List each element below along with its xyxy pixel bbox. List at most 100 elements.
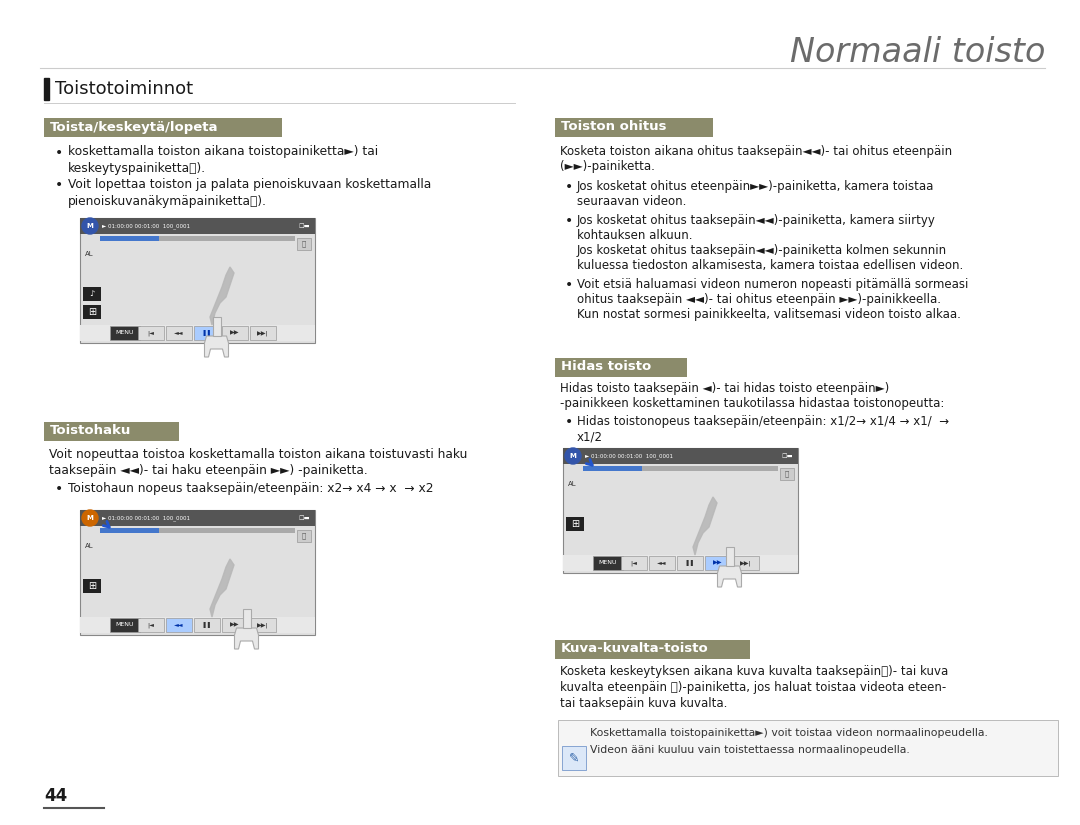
Text: ▶▶: ▶▶ xyxy=(230,623,240,628)
Bar xyxy=(221,618,247,632)
Text: ◄◄: ◄◄ xyxy=(657,560,666,565)
Circle shape xyxy=(82,510,98,526)
Bar xyxy=(83,579,102,593)
Bar xyxy=(221,326,247,340)
Text: ► 01:00:00 00:01:00  100_0001: ► 01:00:00 00:01:00 100_0001 xyxy=(585,453,673,459)
Polygon shape xyxy=(726,547,733,566)
Bar xyxy=(44,78,49,100)
Bar xyxy=(100,528,295,533)
Bar xyxy=(165,618,191,632)
Text: ⛹: ⛹ xyxy=(785,471,789,478)
Bar xyxy=(562,746,586,770)
Bar xyxy=(555,358,687,377)
Bar xyxy=(555,118,713,137)
Polygon shape xyxy=(204,336,229,357)
Text: Toistohaku: Toistohaku xyxy=(50,425,132,437)
Text: 44: 44 xyxy=(44,787,67,805)
Text: Hidas toistonopeus taaksepäin/eteenpäin: x1/2→ x1/4 → x1/  →: Hidas toistonopeus taaksepäin/eteenpäin:… xyxy=(577,415,949,428)
Text: Kosketa toiston aikana ohitus taaksepäin◄◄)- tai ohitus eteenpäin: Kosketa toiston aikana ohitus taaksepäin… xyxy=(561,145,953,158)
Text: Hidas toisto: Hidas toisto xyxy=(561,361,651,374)
Bar xyxy=(80,218,315,343)
Bar xyxy=(80,510,315,635)
Text: Kuva-kuvalta-toisto: Kuva-kuvalta-toisto xyxy=(561,643,708,656)
Bar xyxy=(83,305,102,319)
Text: ☐▬: ☐▬ xyxy=(782,454,793,459)
Text: Koskettamalla toistopainiketta►) voit toistaa videon normaalinopeudella.: Koskettamalla toistopainiketta►) voit to… xyxy=(590,728,988,738)
Polygon shape xyxy=(243,609,251,628)
Bar xyxy=(563,448,798,573)
Polygon shape xyxy=(210,559,234,617)
Circle shape xyxy=(82,218,98,234)
Text: Voit lopettaa toiston ja palata pienoiskuvaan koskettamalla
pienoiskuvanäkymäpai: Voit lopettaa toiston ja palata pienoisk… xyxy=(68,178,431,208)
Bar xyxy=(137,618,163,632)
Bar xyxy=(648,556,675,570)
Text: ⊞: ⊞ xyxy=(87,307,96,317)
Bar xyxy=(249,326,275,340)
Text: tai taaksepäin kuva kuvalta.: tai taaksepäin kuva kuvalta. xyxy=(561,697,727,710)
Text: Hidas toisto taaksepäin ◄)- tai hidas toisto eteenpäin►): Hidas toisto taaksepäin ◄)- tai hidas to… xyxy=(561,382,889,395)
Bar xyxy=(193,326,219,340)
Bar xyxy=(593,556,622,570)
Text: ❚❚: ❚❚ xyxy=(201,622,212,628)
Text: ▶▶|: ▶▶| xyxy=(257,330,268,336)
Text: AL: AL xyxy=(85,543,94,549)
Bar xyxy=(555,640,750,659)
Text: ► 01:00:00 00:01:00  100_0001: ► 01:00:00 00:01:00 100_0001 xyxy=(102,515,190,521)
Bar xyxy=(100,236,159,241)
Text: ⛹: ⛹ xyxy=(302,533,306,540)
Text: ♪: ♪ xyxy=(90,290,95,299)
Text: ⛹: ⛹ xyxy=(302,241,306,247)
Text: ⊞: ⊞ xyxy=(571,519,579,529)
Polygon shape xyxy=(234,628,258,649)
Text: Voit nopeuttaa toistoa koskettamalla toiston aikana toistuvasti haku: Voit nopeuttaa toistoa koskettamalla toi… xyxy=(49,448,468,461)
Text: ▶▶: ▶▶ xyxy=(713,560,723,565)
Bar xyxy=(137,326,163,340)
Bar xyxy=(100,528,159,533)
Polygon shape xyxy=(717,566,742,587)
Text: M: M xyxy=(86,515,94,521)
Bar xyxy=(563,448,798,464)
Bar xyxy=(621,556,647,570)
Text: kohtauksen alkuun.: kohtauksen alkuun. xyxy=(577,229,692,242)
Text: Voit etsiä haluamasi videon numeron nopeasti pitämällä sormeasi: Voit etsiä haluamasi videon numeron nope… xyxy=(577,278,969,291)
Text: Jos kosketat ohitus eteenpäin►►)-painiketta, kamera toistaa: Jos kosketat ohitus eteenpäin►►)-painike… xyxy=(577,180,934,193)
Bar xyxy=(297,238,311,250)
Text: taaksepäin ◄◄)- tai haku eteenpäin ►►) -painiketta.: taaksepäin ◄◄)- tai haku eteenpäin ►►) -… xyxy=(49,464,368,477)
Circle shape xyxy=(565,448,581,464)
Bar xyxy=(109,618,139,632)
Text: (►►)-painiketta.: (►►)-painiketta. xyxy=(561,160,654,173)
Text: MENU: MENU xyxy=(598,560,617,565)
Text: Toiston ohitus: Toiston ohitus xyxy=(561,120,666,134)
Bar xyxy=(566,517,584,531)
Text: ❚❚: ❚❚ xyxy=(201,330,212,336)
Text: ☐▬: ☐▬ xyxy=(298,224,310,229)
Text: x1/2: x1/2 xyxy=(577,430,603,443)
Bar xyxy=(44,118,282,137)
Text: •: • xyxy=(55,178,64,192)
Text: •: • xyxy=(565,278,573,292)
Text: Kosketa keskeytyksen aikana kuva kuvalta taaksepäin⏮)- tai kuva: Kosketa keskeytyksen aikana kuva kuvalta… xyxy=(561,665,948,678)
Bar xyxy=(165,326,191,340)
Text: koskettamalla toiston aikana toistopainiketta►) tai
keskeytyspainiketta⏸).: koskettamalla toiston aikana toistopaini… xyxy=(68,145,378,175)
Text: •: • xyxy=(55,482,64,496)
Polygon shape xyxy=(210,267,234,325)
Bar xyxy=(297,530,311,542)
Text: kuvalta eteenpäin ⏭)-painiketta, jos haluat toistaa videota eteen-: kuvalta eteenpäin ⏭)-painiketta, jos hal… xyxy=(561,681,946,694)
Text: ☐▬: ☐▬ xyxy=(298,516,310,521)
Text: ▶▶: ▶▶ xyxy=(230,331,240,336)
Text: Toista/keskeytä/lopeta: Toista/keskeytä/lopeta xyxy=(50,120,218,134)
Text: ✎: ✎ xyxy=(569,752,579,765)
Bar xyxy=(193,618,219,632)
Text: MENU: MENU xyxy=(116,331,134,336)
Text: ❚❚: ❚❚ xyxy=(685,560,694,566)
Text: Normaali toisto: Normaali toisto xyxy=(789,35,1045,68)
Text: ◄◄: ◄◄ xyxy=(174,331,184,336)
Text: M: M xyxy=(569,453,577,459)
Text: •: • xyxy=(565,214,573,228)
Bar xyxy=(100,236,295,241)
Text: M: M xyxy=(86,223,94,229)
Text: •: • xyxy=(565,415,573,429)
Bar xyxy=(80,617,315,633)
Text: AL: AL xyxy=(568,481,577,487)
Bar xyxy=(704,556,730,570)
